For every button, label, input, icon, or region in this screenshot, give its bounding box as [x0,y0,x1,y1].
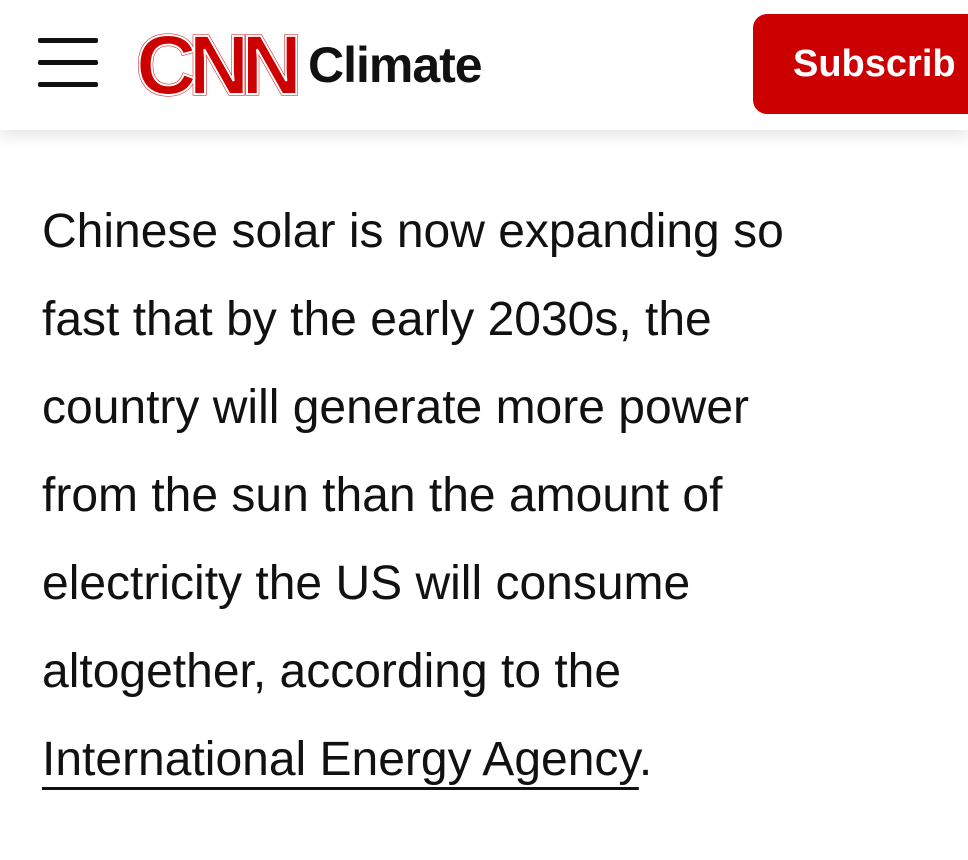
text-line: altogether, according to the [42,645,622,698]
text-line: International Energy Agency. [42,716,784,804]
article-link[interactable]: International Energy Agency [42,733,639,786]
logo[interactable]: CNN CNN [134,14,305,105]
article-paragraph: Chinese solar is now expanding so fast th… [42,188,784,804]
logo-text: CNN [136,18,296,104]
subscribe-button[interactable]: Subscrib [753,14,968,114]
menu-icon[interactable] [38,82,98,87]
menu-icon[interactable] [38,60,98,65]
logo-inline: CNN [136,18,296,104]
punctuation: . [638,733,653,786]
text-line: electricity the US will consume [42,557,691,610]
text-line: country will generate more power [42,381,749,434]
menu-icon[interactable] [38,38,98,43]
section-title[interactable]: Climate [308,37,483,93]
text-line: fast that by the early 2030s, the [42,293,712,346]
text-line: from the sun than the amount of [42,469,723,522]
header: CNN CNN Climate Subscrib [0,0,968,130]
text-line: Chinese solar is now expanding so [42,205,784,258]
